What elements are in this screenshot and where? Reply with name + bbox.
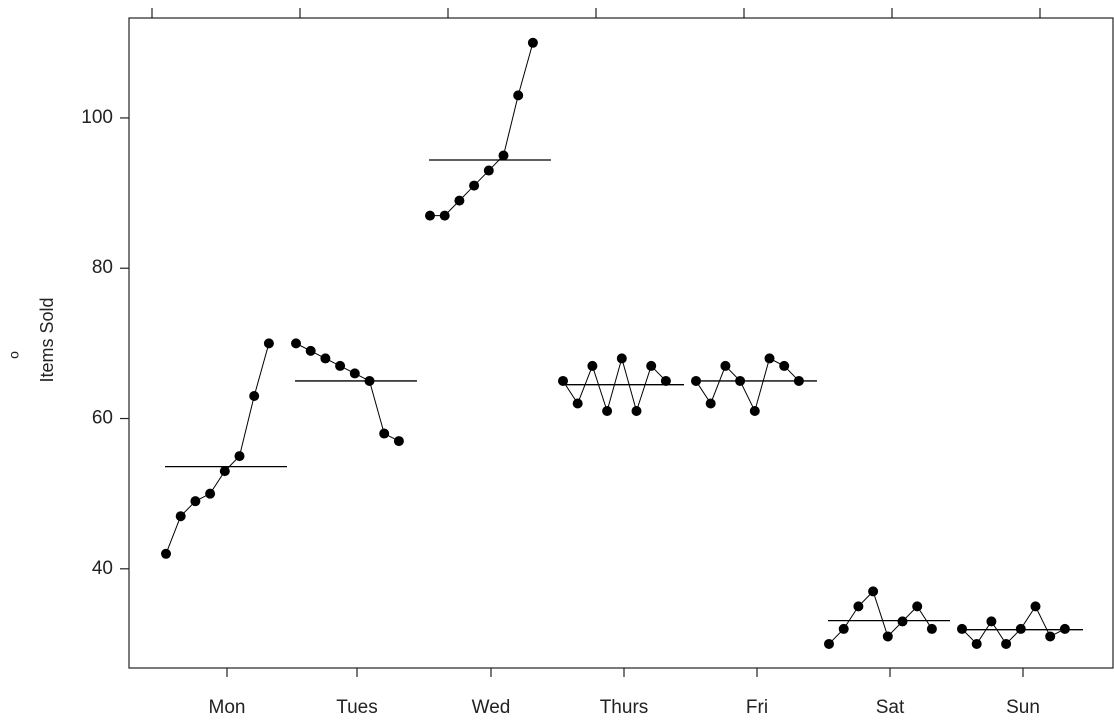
point (720, 360, 731, 371)
y-tick-label: 40 (92, 558, 113, 579)
point (1059, 623, 1070, 634)
point (631, 406, 642, 417)
point (205, 488, 216, 499)
point (1030, 601, 1041, 612)
point (263, 338, 274, 349)
point (602, 406, 613, 417)
y-tick-label: 100 (81, 107, 113, 128)
point (853, 601, 864, 612)
subseries-line (295, 342, 400, 442)
x-tick-label: Tues (336, 697, 378, 718)
point (764, 353, 775, 364)
point (868, 586, 879, 597)
point (349, 368, 360, 379)
point (335, 360, 346, 371)
point (161, 548, 171, 559)
top-ticks (151, 8, 1041, 18)
point (986, 616, 997, 627)
point (616, 353, 627, 364)
point (1001, 638, 1012, 649)
point (660, 375, 671, 386)
point (882, 631, 893, 642)
point (454, 195, 465, 206)
point (1045, 631, 1056, 642)
point (646, 360, 657, 371)
point (779, 360, 790, 371)
point (249, 390, 260, 401)
point (305, 345, 316, 356)
point (527, 37, 538, 48)
point (469, 180, 480, 191)
subseries-line (430, 42, 534, 217)
x-tick-label: Mon (209, 697, 246, 718)
y-label-marker: o (6, 351, 22, 359)
point (749, 406, 760, 417)
point (705, 398, 716, 409)
point (498, 150, 509, 161)
y-axis-label: Items Sold (37, 297, 57, 382)
point (291, 338, 301, 349)
point (558, 375, 568, 386)
point (587, 360, 598, 371)
point (379, 428, 390, 439)
y-tick-label: 80 (92, 257, 113, 278)
point (425, 210, 435, 221)
point (971, 638, 982, 649)
x-tick-label: Thurs (600, 697, 649, 718)
point (439, 210, 450, 221)
point (957, 623, 967, 634)
subseries-line (165, 343, 270, 554)
point (175, 511, 186, 522)
point (393, 436, 404, 447)
point (190, 496, 201, 507)
point (838, 623, 849, 634)
point (912, 601, 923, 612)
plot-frame (128, 17, 1114, 669)
point (572, 398, 583, 409)
point (897, 616, 908, 627)
subseries-line (828, 590, 933, 645)
point (234, 451, 245, 462)
y-tick-label: 60 (92, 408, 113, 429)
point (219, 466, 230, 477)
x-tick-label: Sun (1006, 697, 1040, 718)
x-tick-label: Sat (876, 697, 905, 718)
point (1015, 623, 1026, 634)
point (483, 165, 494, 176)
x-tick-label: Fri (746, 697, 768, 718)
point (513, 90, 524, 101)
point (824, 638, 834, 649)
point (926, 623, 937, 634)
x-tick-label: Wed (472, 697, 511, 718)
point (320, 353, 331, 364)
